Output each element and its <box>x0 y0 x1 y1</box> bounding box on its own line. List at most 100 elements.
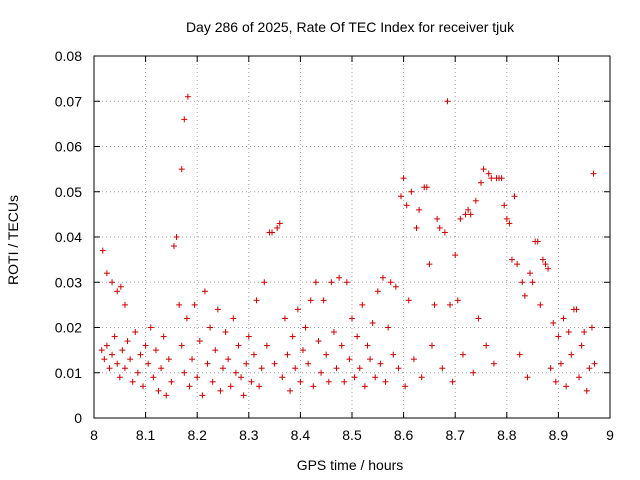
data-point <box>271 360 278 367</box>
data-point <box>165 356 172 363</box>
data-point <box>529 279 536 286</box>
data-point <box>261 279 268 286</box>
data-point <box>258 365 265 372</box>
data-point <box>238 374 245 381</box>
data-point <box>426 261 433 268</box>
data-point <box>447 301 454 308</box>
data-point <box>346 356 353 363</box>
data-point <box>315 338 322 345</box>
data-point <box>127 356 134 363</box>
data-point <box>245 333 252 340</box>
data-point <box>243 360 250 367</box>
data-point <box>367 356 374 363</box>
data-point <box>103 342 110 349</box>
y-tick-label: 0.01 <box>55 365 82 381</box>
data-point <box>189 356 196 363</box>
data-point <box>537 301 544 308</box>
data-point <box>506 220 513 227</box>
chart-title: Day 286 of 2025, Rate Of TEC Index for r… <box>186 19 515 35</box>
data-point <box>312 279 319 286</box>
data-point <box>338 342 345 349</box>
x-tick-label: 8.2 <box>187 427 207 443</box>
data-point <box>150 374 157 381</box>
data-point <box>222 329 229 336</box>
data-point <box>550 319 557 326</box>
data-point <box>400 175 407 182</box>
data-point <box>194 374 201 381</box>
tick-labels: 8 8.1 8.2 8.3 8.4 8.5 8.6 8.7 8.8 8.9 9 0 0.01 0.02 0.… <box>55 48 614 443</box>
data-point <box>521 292 528 299</box>
data-point <box>590 170 597 177</box>
data-point <box>297 378 304 385</box>
data-point <box>402 383 409 390</box>
data-point <box>181 116 188 123</box>
data-point <box>475 315 482 322</box>
y-tick-label: 0.05 <box>55 184 82 200</box>
data-point <box>318 369 325 376</box>
data-point <box>576 374 583 381</box>
data-point <box>428 342 435 349</box>
data-point <box>147 324 154 331</box>
data-point <box>250 351 257 358</box>
x-tick-label: 8.9 <box>549 427 569 443</box>
data-point <box>403 202 410 209</box>
data-point <box>480 166 487 173</box>
data-point <box>163 392 170 399</box>
data-point <box>586 365 593 372</box>
data-point <box>168 378 175 385</box>
y-tick-label: 0.02 <box>55 320 82 336</box>
data-point <box>214 306 221 313</box>
data-point <box>581 329 588 336</box>
data-point <box>472 197 479 204</box>
data-point <box>372 374 379 381</box>
data-point <box>343 279 350 286</box>
data-point <box>478 179 484 186</box>
data-point <box>145 360 152 367</box>
data-point <box>547 365 554 372</box>
data-point <box>106 365 113 372</box>
data-point <box>418 374 425 381</box>
x-tick-label: 8.7 <box>445 427 465 443</box>
x-tick-label: 8.4 <box>291 427 311 443</box>
data-point <box>405 297 412 304</box>
data-point <box>235 342 242 349</box>
data-point <box>256 383 263 390</box>
data-point <box>209 378 216 385</box>
data-point <box>116 374 123 381</box>
x-tick-label: 9 <box>606 427 614 443</box>
data-point <box>160 333 167 340</box>
grid-layer <box>94 56 610 418</box>
data-point <box>583 387 590 394</box>
data-point <box>578 342 585 349</box>
data-point <box>253 297 260 304</box>
y-tick-label: 0 <box>74 410 82 426</box>
data-point <box>199 392 206 399</box>
data-point <box>361 383 368 390</box>
data-point <box>137 351 144 358</box>
data-point <box>374 288 381 295</box>
data-point <box>325 378 332 385</box>
y-tick-label: 0.04 <box>55 229 82 245</box>
data-point <box>129 378 136 385</box>
data-point <box>354 333 361 340</box>
x-axis-label: GPS time / hours <box>297 457 404 473</box>
data-point <box>336 274 343 281</box>
data-point <box>591 360 598 367</box>
data-point <box>132 329 139 336</box>
data-point <box>382 378 389 385</box>
data-point <box>207 324 214 331</box>
data-point <box>121 365 128 372</box>
data-point <box>307 297 314 304</box>
data-point <box>230 315 237 322</box>
data-point <box>121 301 128 308</box>
data-point <box>114 360 121 367</box>
data-point <box>395 365 402 372</box>
data-point <box>328 279 335 286</box>
data-point <box>191 301 198 308</box>
data-point <box>392 283 399 290</box>
data-point <box>573 306 580 313</box>
data-point <box>101 356 108 363</box>
data-point <box>176 301 183 308</box>
data-point <box>142 342 149 349</box>
data-point <box>490 360 497 367</box>
